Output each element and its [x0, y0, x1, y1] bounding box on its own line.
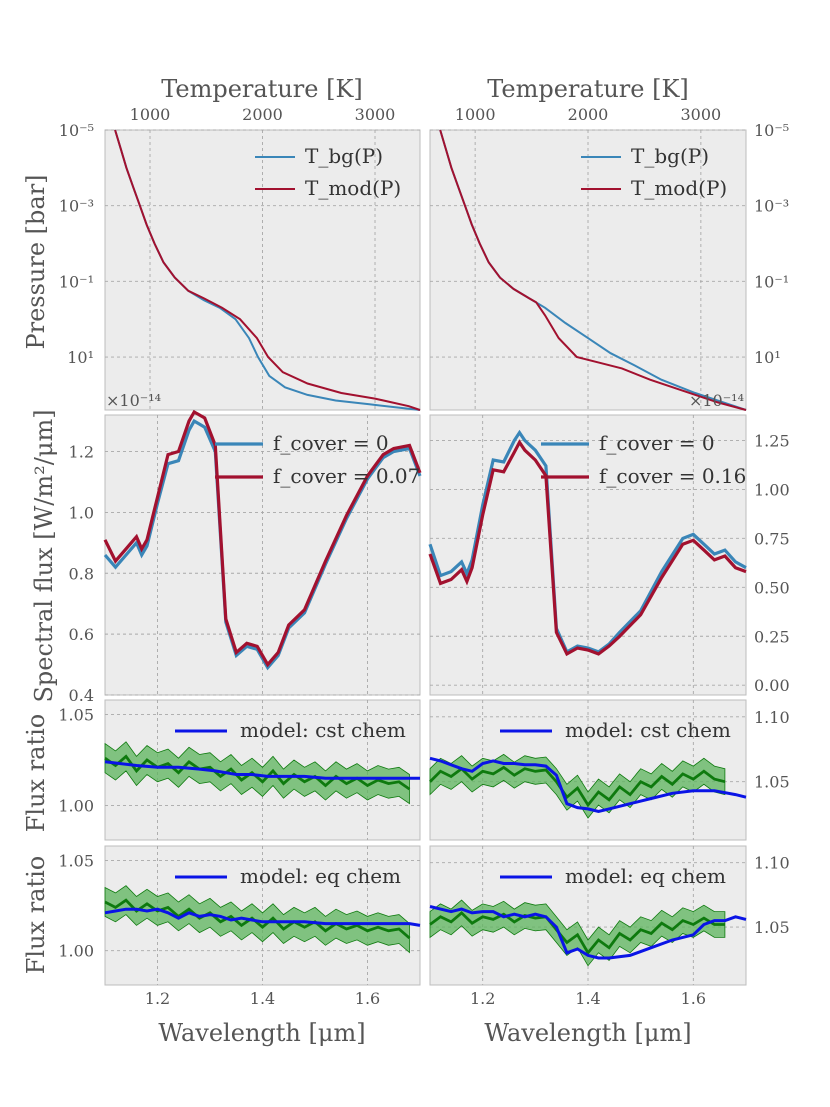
- flux-ratio-ylabel-row3: Flux ratio: [22, 714, 50, 833]
- legend-label: model: cst chem: [565, 718, 731, 742]
- data-uncertainty-band: [104, 741, 410, 805]
- temperature-tick-label: 2000: [242, 105, 283, 124]
- temperature-tick-label: 3000: [680, 105, 721, 124]
- legend-label: f_cover = 0.07: [273, 464, 420, 488]
- flux-tick-label: 1.00: [754, 480, 790, 499]
- legend-label: T_bg(P): [631, 144, 709, 168]
- ratio-tick-label: 1.05: [754, 773, 790, 792]
- data-uncertainty-band: [429, 753, 726, 819]
- model-line: [429, 905, 747, 960]
- mod-profile-line: [439, 129, 747, 411]
- grid-lines: [105, 129, 746, 985]
- ratio-tick-label: 1.05: [58, 851, 94, 870]
- plot-marks: [103, 129, 747, 967]
- flux-tick-label: 0.6: [69, 625, 94, 644]
- legend-label: f_cover = 0: [599, 431, 715, 455]
- data-uncertainty-band: [104, 885, 410, 954]
- ratio-tick-label: 1.10: [754, 854, 790, 873]
- flux-tick-label: 0.8: [69, 564, 94, 583]
- flux-ratio-ylabel-row4: Flux ratio: [22, 856, 50, 975]
- temperature-tick-label: 1000: [130, 105, 171, 124]
- ratio-tick-label: 1.00: [58, 942, 94, 961]
- flux-tick-label: 0.25: [754, 627, 790, 646]
- data-line: [429, 765, 726, 808]
- ratio-tick-label: 1.05: [58, 706, 94, 725]
- temperature-tick-label: 3000: [355, 105, 396, 124]
- mod-profile-line: [114, 129, 421, 411]
- pressure-tick-label: 10⁻¹: [59, 272, 94, 291]
- panel-backgrounds: [104, 129, 747, 986]
- pressure-ylabel: Pressure [bar]: [22, 174, 50, 349]
- legend-label: model: eq chem: [565, 864, 726, 888]
- flux-scale-label-left: ×10⁻¹⁴: [106, 391, 161, 410]
- top-right-xlabel: Temperature [K]: [487, 75, 689, 103]
- fcover-model-line: [428, 439, 747, 657]
- legend-label: f_cover = 0.16: [599, 464, 746, 488]
- wavelength-tick-label: 1.6: [355, 989, 380, 1008]
- legends: T_bg(P) T_mod(P) T_bg(P) T_mod(P) f_cover = …: [175, 144, 746, 888]
- wavelength-tick-label: 1.2: [470, 989, 495, 1008]
- flux-tick-label: 1.0: [69, 503, 94, 522]
- model-line: [104, 907, 421, 927]
- legend-label: model: cst chem: [240, 718, 406, 742]
- legend-label: T_mod(P): [631, 176, 727, 200]
- data-line: [429, 911, 725, 956]
- wavelength-xlabel-right: Wavelength [μm]: [484, 1019, 691, 1047]
- wavelength-tick-label: 1.4: [575, 989, 600, 1008]
- ratio-tick-label: 1.10: [754, 708, 790, 727]
- pressure-tick-label: 10⁻⁵: [59, 121, 94, 140]
- model-line: [104, 760, 420, 780]
- flux-scale-label-right: ×10⁻¹⁴: [689, 391, 744, 410]
- flux-tick-label: 1.2: [69, 443, 94, 462]
- pressure-tick-label: 10¹: [67, 348, 94, 367]
- top-left-xlabel: Temperature [K]: [161, 75, 363, 103]
- flux-tick-label: 0.75: [754, 529, 790, 548]
- tick-labels: 1.2 1.4 1.6 1.2 1.4 1.6 1000 2000 3000 10⁻⁵ 10⁻³ 10…: [58, 105, 789, 1008]
- flux-tick-label: 0.00: [754, 676, 790, 695]
- wavelength-tick-label: 1.4: [250, 989, 275, 1008]
- wavelength-tick-label: 1.2: [145, 989, 170, 1008]
- model-line: [429, 756, 747, 814]
- flux-tick-label: 0.4: [69, 686, 94, 705]
- pressure-tick-label: 10¹: [754, 348, 781, 367]
- ratio-tick-label: 1.00: [58, 796, 94, 815]
- legend-label: T_mod(P): [305, 176, 401, 200]
- legend-label: model: eq chem: [240, 864, 401, 888]
- flux-tick-label: 1.25: [754, 431, 790, 450]
- flux-tick-label: 0.50: [754, 578, 790, 597]
- pressure-tick-label: 10⁻³: [754, 197, 789, 216]
- wavelength-xlabel-left: Wavelength [μm]: [158, 1019, 365, 1047]
- temperature-tick-label: 2000: [568, 105, 609, 124]
- ratio-tick-label: 1.05: [754, 918, 790, 937]
- pressure-tick-label: 10⁻⁵: [754, 121, 789, 140]
- spectral-flux-ylabel: Spectral flux [W/m²/μm]: [30, 409, 58, 702]
- temperature-tick-label: 1000: [455, 105, 496, 124]
- legend-label: f_cover = 0: [273, 431, 389, 455]
- legend-label: T_bg(P): [305, 144, 383, 168]
- wavelength-tick-label: 1.6: [681, 989, 706, 1008]
- pressure-tick-label: 10⁻¹: [754, 272, 789, 291]
- fcover-model-line: [103, 409, 422, 668]
- pressure-tick-label: 10⁻³: [59, 197, 94, 216]
